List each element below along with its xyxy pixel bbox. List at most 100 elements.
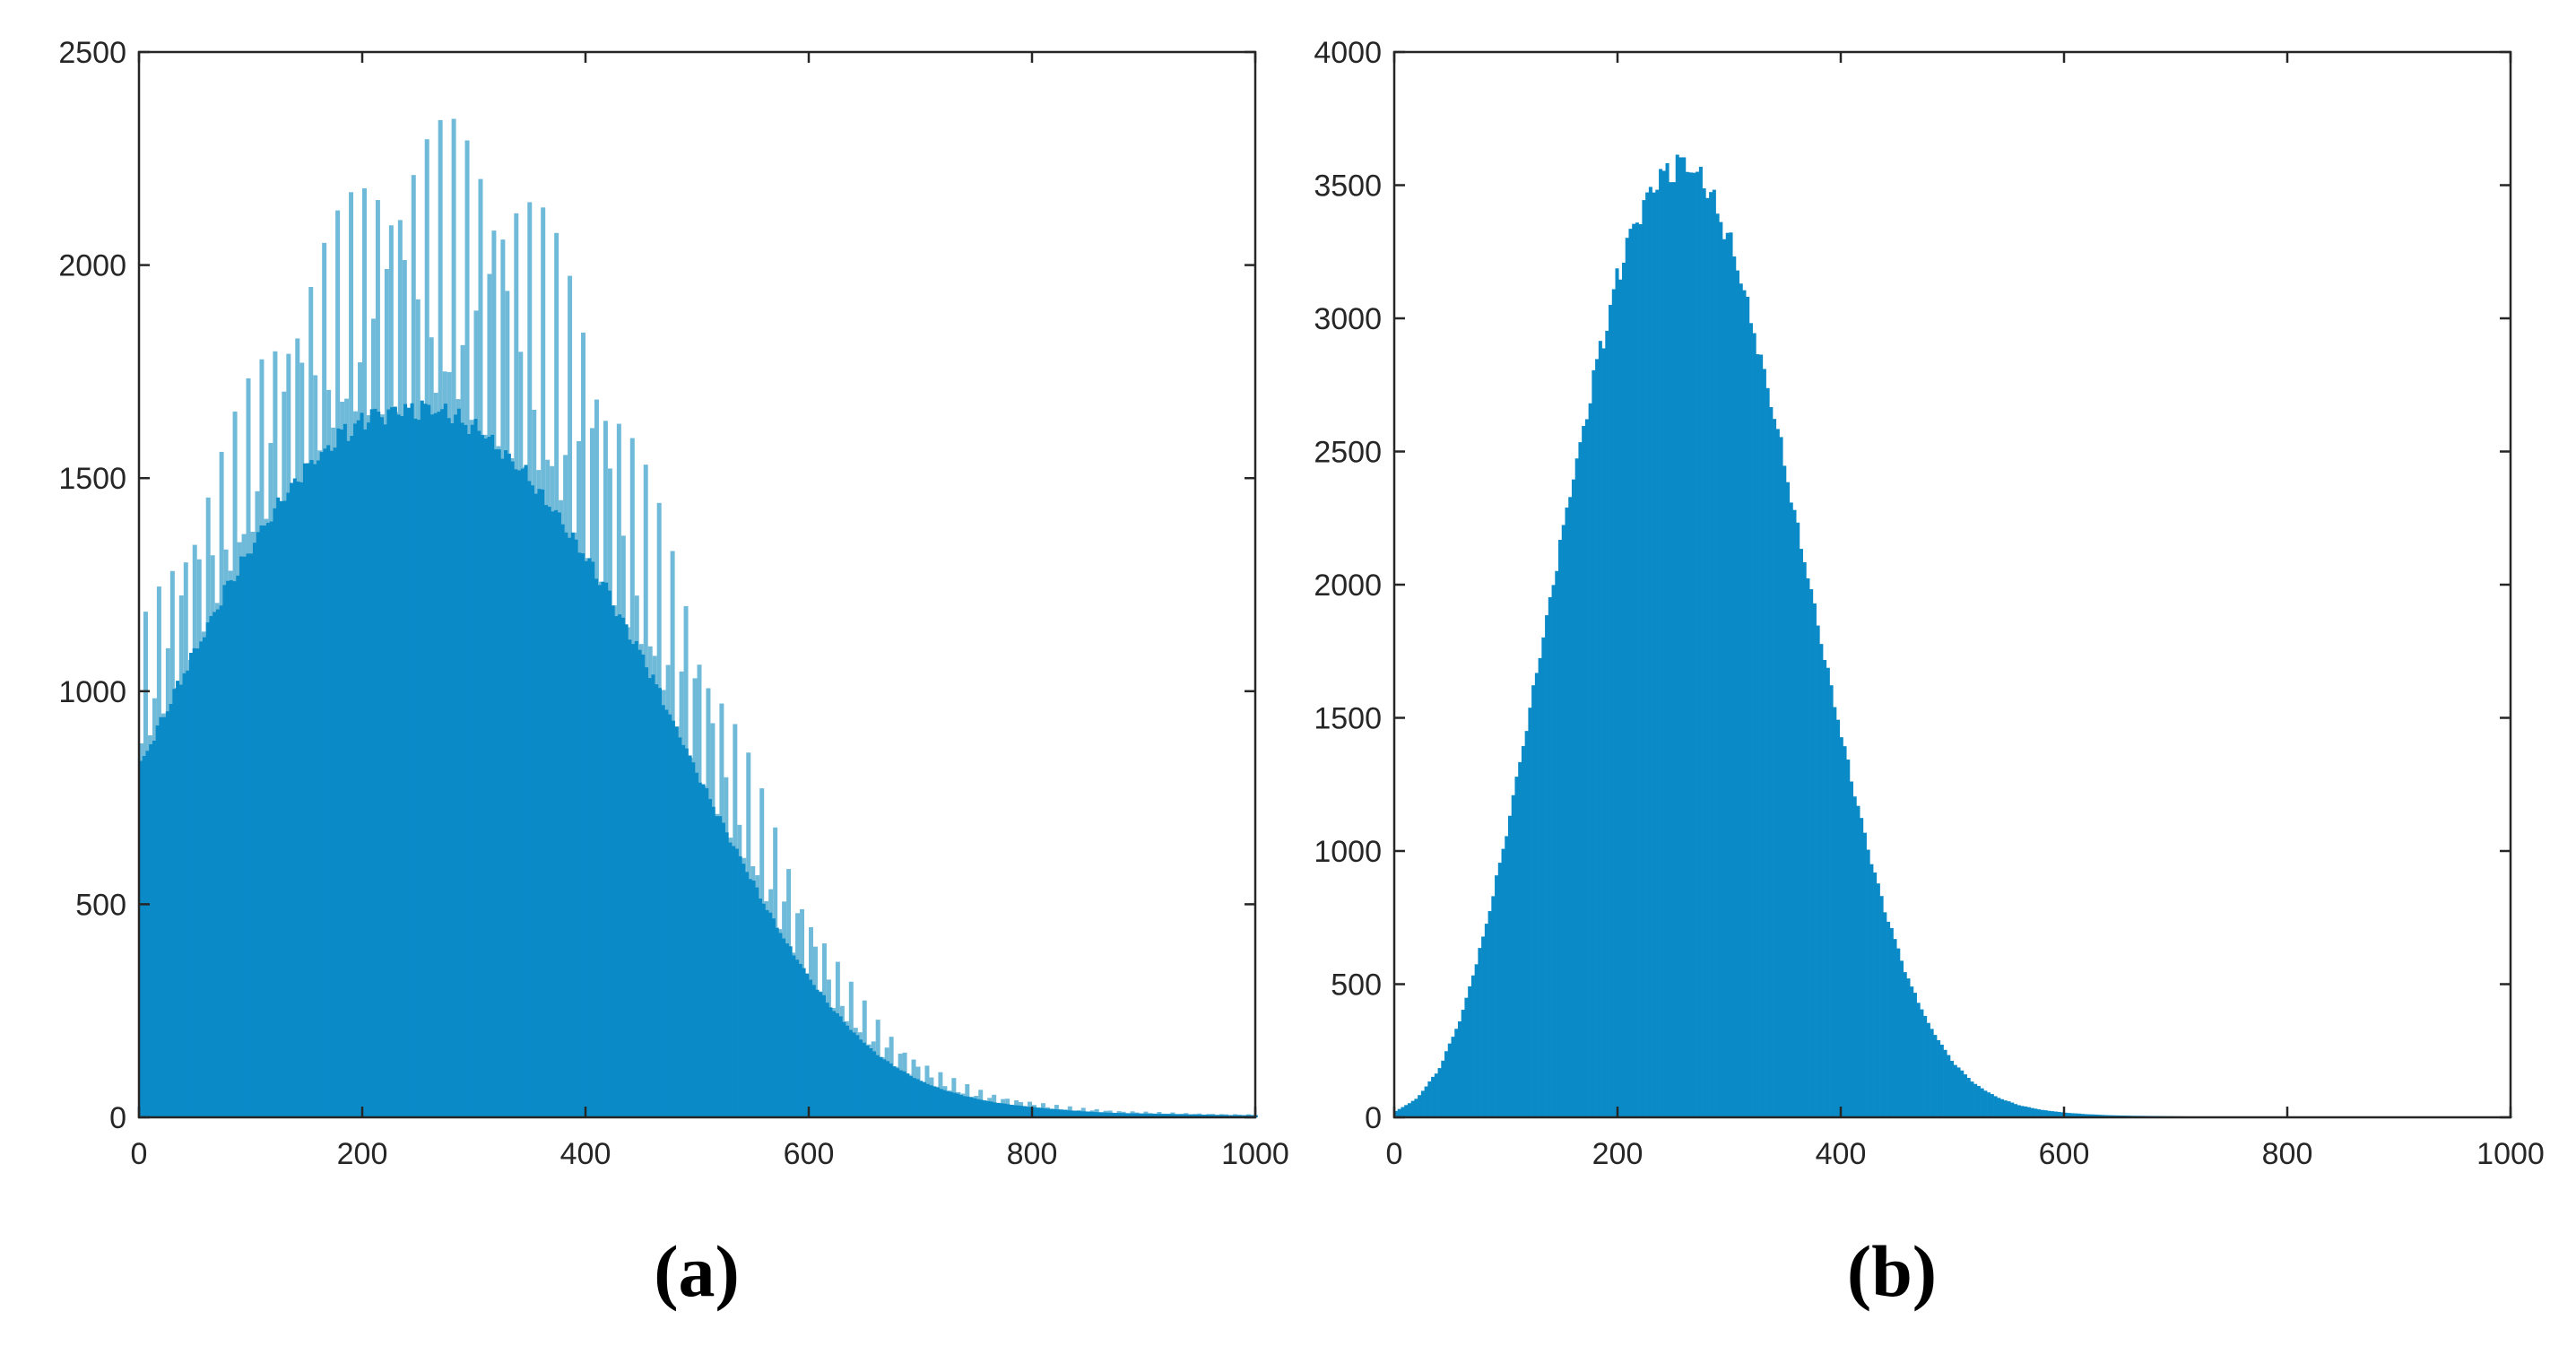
histogram-bar	[1675, 154, 1679, 1118]
histogram-bar	[1534, 673, 1539, 1117]
histogram-bar	[1625, 238, 1629, 1118]
histogram-bar	[155, 725, 160, 1117]
histogram-bar	[1638, 224, 1643, 1117]
histogram-bar	[263, 525, 267, 1117]
histogram-bar	[1665, 163, 1670, 1117]
bars-a	[139, 118, 1258, 1118]
histogram-bar	[828, 1007, 833, 1117]
y-tick-label: 3500	[1314, 169, 1382, 204]
histogram-bar	[1026, 1107, 1030, 1117]
histogram-bar	[768, 912, 773, 1117]
histogram-bar	[674, 726, 679, 1117]
histogram-bar	[1696, 171, 1700, 1117]
histogram-bar	[1912, 993, 1917, 1117]
histogram-bar	[761, 903, 766, 1117]
histogram-bar	[2064, 1112, 2069, 1117]
histogram-bar	[1752, 333, 1756, 1117]
histogram-bar	[256, 532, 260, 1117]
histogram-bar	[246, 553, 250, 1117]
histogram-bar	[554, 509, 559, 1117]
histogram-bar	[604, 582, 609, 1117]
histogram-bar	[1451, 1037, 1455, 1117]
histogram-bar	[1481, 936, 1486, 1117]
histogram-bar	[691, 762, 696, 1117]
histogram-bar	[232, 581, 237, 1117]
histogram-bar	[1742, 290, 1747, 1117]
histogram-bar	[2067, 1113, 2071, 1117]
histogram-bar	[309, 459, 314, 1117]
histogram-bar	[152, 740, 156, 1117]
histogram-bar	[939, 1089, 943, 1117]
histogram-bar	[1431, 1076, 1435, 1117]
histogram-bar	[142, 756, 146, 1117]
histogram-bar	[1688, 172, 1693, 1118]
histogram-bar	[915, 1079, 920, 1117]
histogram-bar	[1685, 171, 1689, 1117]
histogram-bar	[390, 407, 395, 1117]
histogram-bar	[363, 429, 368, 1117]
histogram-bar	[1635, 222, 1639, 1118]
histogram-bar	[1896, 948, 1901, 1117]
histogram-bar	[1157, 1114, 1161, 1117]
histogram-bar	[1775, 429, 1780, 1117]
histogram-bar	[1669, 182, 1673, 1117]
histogram-bar	[493, 449, 498, 1117]
histogram-bar	[919, 1081, 924, 1117]
histogram-bar	[259, 525, 264, 1117]
histogram-bar	[1555, 570, 1559, 1117]
histogram-bar	[420, 400, 424, 1117]
histogram-bar	[393, 406, 397, 1117]
histogram-bar	[587, 558, 592, 1117]
histogram-bar	[1789, 502, 1793, 1117]
y-tick-label: 0	[1365, 1101, 1382, 1135]
histogram-bar	[1116, 1113, 1121, 1117]
histogram-bar	[456, 408, 461, 1117]
histogram-bar	[1939, 1044, 1944, 1117]
histogram-bar	[821, 994, 826, 1117]
y-tick-label: 3000	[1314, 302, 1382, 336]
histogram-bar	[333, 447, 337, 1117]
histogram-bar	[279, 500, 283, 1117]
histogram-bar	[1829, 685, 1834, 1117]
histogram-bar	[628, 639, 632, 1117]
histogram-bar	[527, 481, 532, 1117]
histogram-bar	[637, 649, 642, 1117]
histogram-bar	[346, 440, 351, 1117]
histogram-bar	[350, 436, 354, 1117]
histogram-bar	[2000, 1099, 2005, 1117]
histogram-bar	[1568, 497, 1573, 1117]
histogram-bar	[1735, 270, 1739, 1118]
histogram-bar	[1947, 1055, 1951, 1117]
histogram-bar	[377, 412, 381, 1117]
histogram-bar	[383, 424, 387, 1118]
histogram-bar	[2090, 1114, 2095, 1117]
histogram-bar	[584, 560, 588, 1117]
histogram-bar	[242, 556, 247, 1117]
histogram-bar	[1524, 731, 1529, 1117]
histogram-bar	[1779, 437, 1783, 1117]
histogram-bar	[564, 532, 568, 1117]
histogram-bar	[1394, 1110, 1399, 1117]
histogram-bar	[1060, 1109, 1064, 1117]
histogram-bar	[1823, 659, 1827, 1117]
histogram-bar	[1648, 187, 1652, 1117]
x-tick-label: 1000	[1221, 1137, 1289, 1171]
histogram-bar	[707, 799, 712, 1117]
x-tick-label: 200	[1592, 1137, 1644, 1171]
histogram-bar	[406, 407, 411, 1118]
histogram-bar	[524, 465, 528, 1117]
histogram-bar	[2101, 1115, 2105, 1117]
histogram-bar	[326, 445, 331, 1117]
histogram-bar	[966, 1096, 970, 1117]
histogram-bar	[437, 412, 441, 1117]
histogram-bar	[771, 918, 776, 1117]
histogram-bar	[229, 580, 233, 1117]
histogram-bar	[664, 709, 669, 1117]
histogram-bar	[1193, 1114, 1198, 1117]
histogram-bar	[537, 489, 542, 1117]
histogram-bar	[1444, 1051, 1449, 1117]
histogram-bar	[2047, 1110, 2051, 1117]
histogram-bar	[1990, 1094, 1994, 1117]
histogram-bar	[1963, 1074, 1967, 1117]
